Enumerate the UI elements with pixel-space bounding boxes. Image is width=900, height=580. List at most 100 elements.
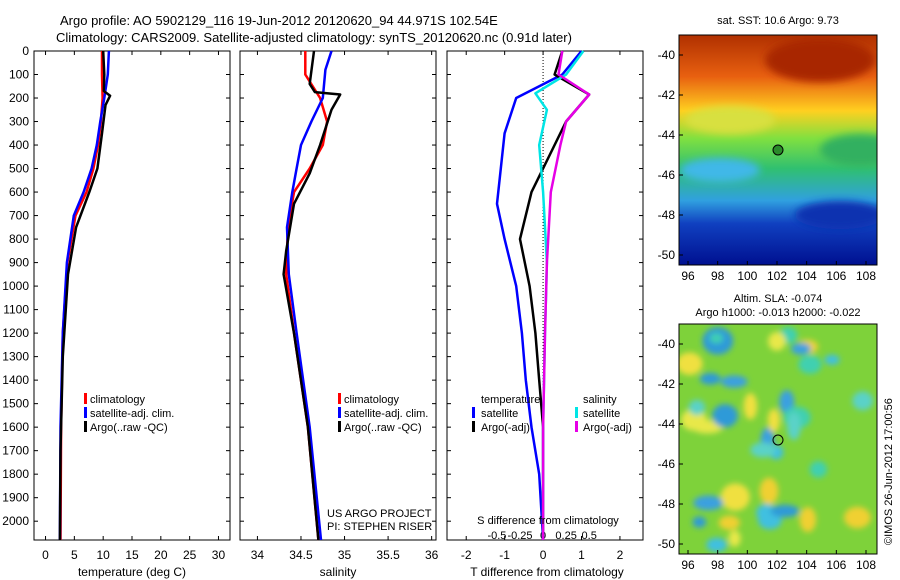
depth-tick-label: 1100	[3, 303, 29, 317]
depth-tick-label: 600	[9, 185, 29, 199]
sla-eddy-patch	[767, 408, 780, 433]
legend-title-temperature: temperature	[481, 394, 540, 406]
sla-eddy-patch	[693, 495, 724, 511]
salinity-xlabel: salinity	[320, 565, 357, 579]
sla-eddy-patch	[779, 390, 795, 414]
depth-tick-label: 900	[9, 256, 29, 270]
s-difference-xlabel: S difference from climatology	[477, 515, 619, 527]
temperature-legend: climatology satellite-adj. clim. Argo(..…	[84, 393, 174, 434]
sla-eddy-patch	[709, 332, 724, 344]
sla-eddy-patch	[791, 342, 812, 355]
difference-legend: temperature salinity satellite Argo(-adj…	[472, 394, 632, 434]
sst-map-title: sat. SST: 10.6 Argo: 9.73	[717, 15, 839, 27]
legend-label-t-argo: Argo(-adj)	[481, 422, 530, 434]
lon-tick-label: 100	[737, 558, 757, 572]
depth-tick-label: 700	[9, 209, 29, 223]
depth-tick-label: 1800	[2, 467, 29, 481]
lat-tick-label: -40	[658, 337, 676, 351]
legend-swatch-satellite	[338, 407, 341, 418]
depth-tick-label: 1900	[2, 491, 29, 505]
legend-title-salinity: salinity	[583, 394, 617, 406]
x-tick-label: 15	[125, 548, 139, 562]
sst-green-band	[820, 134, 877, 166]
legend-label-climatology: climatology	[90, 394, 146, 406]
depth-tick-label: 1600	[2, 420, 29, 434]
sst-warm-patch	[765, 38, 875, 82]
legend-swatch-t-satellite	[472, 407, 475, 418]
depth-tick-label: 2000	[2, 514, 29, 528]
sla-eddy-patch	[798, 355, 822, 374]
series-line-salinity-argo-adj	[541, 50, 591, 540]
sla-eddy-patch	[688, 399, 706, 416]
pi-annotation: PI: STEPHEN RISER	[327, 521, 432, 533]
legend-swatch-s-satellite	[575, 407, 578, 418]
sla-eddy-patch	[770, 504, 800, 518]
sst-map-frame	[678, 34, 878, 266]
legend-label-s-satellite: satellite	[583, 408, 620, 420]
s-diff-tick-label: -0.25	[507, 530, 532, 542]
depth-tick-label: 1400	[2, 373, 29, 387]
series-line-temperature-satellite	[495, 50, 583, 541]
lat-tick-label: -50	[658, 248, 676, 262]
x-tick-label: 34	[251, 548, 265, 562]
lon-tick-label: 100	[737, 269, 757, 283]
depth-tick-label: 1700	[2, 444, 29, 458]
x-tick-label: 30	[212, 548, 226, 562]
lat-tick-label: -48	[658, 208, 676, 222]
series-line-argo-raw-qc	[282, 50, 342, 541]
t-difference-xlabel: T difference from climatology	[470, 565, 624, 579]
sst-cyan-patch	[680, 158, 760, 182]
lon-tick-label: 102	[767, 269, 787, 283]
lat-tick-label: -46	[658, 168, 676, 182]
temperature-plot-frame	[33, 50, 231, 541]
temperature-xlabel: temperature (deg C)	[78, 565, 186, 579]
sla-eddy-patch	[824, 354, 840, 365]
lon-tick-label: 108	[856, 558, 876, 572]
sla-map-title-1: Altim. SLA: -0.074	[734, 293, 823, 305]
x-tick-label: 35.5	[376, 548, 400, 562]
sla-eddy-patch	[759, 477, 779, 505]
sla-map	[679, 324, 877, 554]
lon-tick-label: 104	[797, 269, 817, 283]
x-tick-label: 1	[578, 548, 585, 562]
legend-label-satellite: satellite-adj. clim.	[344, 408, 428, 420]
s-difference-x-ticks: -0.5 -0.25 0 0.25 0.5	[487, 530, 596, 542]
depth-tick-label: 1000	[2, 279, 29, 293]
lon-tick-label: 98	[711, 269, 725, 283]
sla-eddy-patch	[799, 507, 817, 533]
salinity-legend: climatology satellite-adj. clim. Argo(..…	[338, 393, 428, 434]
salinity-x-ticks: 34 34.5 35 35.5 36	[251, 51, 439, 562]
sla-argo-location-marker	[772, 434, 784, 446]
depth-tick-label: 500	[9, 162, 29, 176]
lon-tick-label: 108	[856, 269, 876, 283]
s-diff-tick-label: 0.5	[582, 530, 597, 542]
depth-axis: 0 100 200 300 400 500 600 700 800 900 1000 1100 1200…	[2, 44, 643, 528]
difference-plot-frame	[446, 50, 644, 541]
sla-eddy-patch	[706, 537, 728, 552]
lat-tick-label: -44	[658, 128, 676, 142]
lat-tick-label: -46	[658, 457, 676, 471]
depth-tick-label: 400	[9, 138, 29, 152]
x-tick-label: 20	[154, 548, 168, 562]
sla-eddy-patch	[720, 483, 750, 511]
x-tick-label: 0	[540, 548, 547, 562]
salinity-plot-frame	[239, 50, 437, 541]
x-tick-label: 2	[617, 548, 624, 562]
sla-eddy-patch	[787, 412, 801, 441]
sla-eddy-patch	[728, 530, 741, 547]
sla-eddy-patch	[743, 392, 758, 420]
sla-eddy-patch	[809, 461, 828, 478]
legend-label-satellite: satellite-adj. clim.	[90, 408, 174, 420]
lon-tick-label: 96	[681, 558, 695, 572]
lon-tick-label: 106	[826, 269, 846, 283]
sst-argo-location-marker	[772, 144, 784, 156]
legend-label-t-satellite: satellite	[481, 408, 518, 420]
header-line2: Climatology: CARS2009. Satellite-adjuste…	[56, 30, 572, 45]
lon-tick-label: 102	[767, 558, 787, 572]
depth-tick-label: 1500	[2, 397, 29, 411]
depth-tick-label: 300	[9, 115, 29, 129]
sla-eddy-patch	[720, 375, 748, 388]
difference-series	[495, 50, 591, 541]
sst-map-axes: -40 -42 -44 -46 -48 -50 96 98 100 102 104 106 108	[658, 48, 877, 283]
series-line-argo-raw-qc	[58, 50, 112, 541]
